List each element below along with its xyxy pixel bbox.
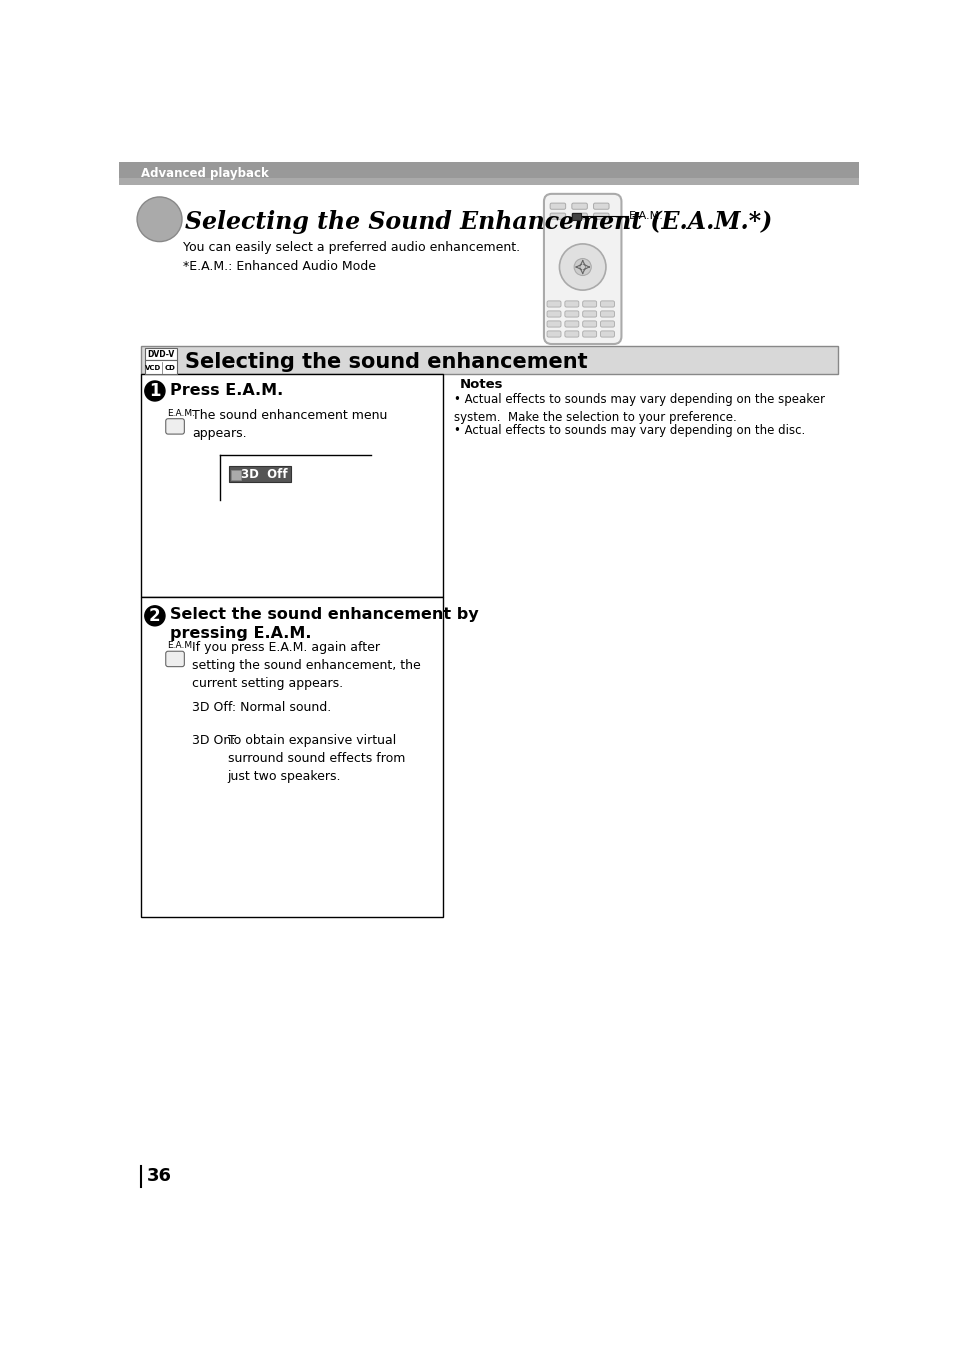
Circle shape xyxy=(558,244,605,291)
FancyBboxPatch shape xyxy=(546,311,560,318)
Ellipse shape xyxy=(137,197,182,241)
Text: Select the sound enhancement by
pressing E.A.M.: Select the sound enhancement by pressing… xyxy=(170,607,477,642)
Text: The sound enhancement menu
appears.: The sound enhancement menu appears. xyxy=(192,409,387,440)
Text: 3D Off: Normal sound.: 3D Off: Normal sound. xyxy=(192,701,331,715)
Bar xyxy=(141,598,443,917)
FancyBboxPatch shape xyxy=(543,194,620,345)
Text: 1: 1 xyxy=(149,382,160,400)
FancyBboxPatch shape xyxy=(593,203,608,209)
Text: Advanced playback: Advanced playback xyxy=(141,167,269,180)
FancyBboxPatch shape xyxy=(582,331,596,336)
Bar xyxy=(571,213,580,219)
FancyBboxPatch shape xyxy=(582,320,596,327)
Text: To obtain expansive virtual
surround sound effects from
just two speakers.: To obtain expansive virtual surround sou… xyxy=(228,735,405,783)
Text: • Actual effects to sounds may vary depending on the speaker
system.  Make the s: • Actual effects to sounds may vary depe… xyxy=(454,393,824,424)
Text: VCD: VCD xyxy=(145,365,161,371)
Text: CD: CD xyxy=(164,365,175,371)
Circle shape xyxy=(574,258,591,276)
Text: 3D On:: 3D On: xyxy=(192,735,235,747)
FancyBboxPatch shape xyxy=(571,203,587,209)
FancyBboxPatch shape xyxy=(599,320,614,327)
FancyBboxPatch shape xyxy=(166,651,184,666)
Text: 36: 36 xyxy=(147,1167,172,1186)
FancyBboxPatch shape xyxy=(166,419,184,435)
Bar xyxy=(229,467,291,482)
FancyBboxPatch shape xyxy=(550,203,565,209)
Text: Notes: Notes xyxy=(459,378,503,390)
Text: E.A.M.: E.A.M. xyxy=(167,641,195,650)
FancyBboxPatch shape xyxy=(599,311,614,318)
Bar xyxy=(119,162,858,184)
Text: DVD-V: DVD-V xyxy=(148,350,174,358)
Text: • Actual effects to sounds may vary depending on the disc.: • Actual effects to sounds may vary depe… xyxy=(454,424,804,437)
Bar xyxy=(119,179,858,184)
FancyBboxPatch shape xyxy=(582,302,596,307)
FancyBboxPatch shape xyxy=(571,213,587,219)
FancyBboxPatch shape xyxy=(546,320,560,327)
Bar xyxy=(231,470,241,481)
FancyBboxPatch shape xyxy=(546,331,560,336)
Text: 3D  Off: 3D Off xyxy=(240,467,287,481)
Bar xyxy=(141,346,838,374)
FancyBboxPatch shape xyxy=(593,213,608,219)
Text: E.A.M.: E.A.M. xyxy=(167,409,195,417)
FancyBboxPatch shape xyxy=(550,213,565,219)
Bar xyxy=(141,374,443,598)
Circle shape xyxy=(145,606,165,626)
Text: You can easily select a preferred audio enhancement.: You can easily select a preferred audio … xyxy=(183,241,519,254)
FancyBboxPatch shape xyxy=(564,311,578,318)
Text: *E.A.M.: Enhanced Audio Mode: *E.A.M.: Enhanced Audio Mode xyxy=(183,260,375,273)
FancyBboxPatch shape xyxy=(564,320,578,327)
Text: Press E.A.M.: Press E.A.M. xyxy=(170,384,283,398)
Circle shape xyxy=(145,381,165,401)
FancyBboxPatch shape xyxy=(546,302,560,307)
Bar xyxy=(145,361,177,374)
FancyBboxPatch shape xyxy=(564,302,578,307)
FancyBboxPatch shape xyxy=(564,331,578,336)
Bar xyxy=(145,347,177,361)
Text: 2: 2 xyxy=(149,607,160,625)
FancyBboxPatch shape xyxy=(599,302,614,307)
Text: Selecting the Sound Enhancement (E.A.M.*): Selecting the Sound Enhancement (E.A.M.*… xyxy=(185,210,772,234)
Text: If you press E.A.M. again after
setting the sound enhancement, the
current setti: If you press E.A.M. again after setting … xyxy=(192,641,420,690)
FancyBboxPatch shape xyxy=(582,311,596,318)
FancyBboxPatch shape xyxy=(599,331,614,336)
Text: Selecting the sound enhancement: Selecting the sound enhancement xyxy=(185,351,587,371)
Text: E.A.M.: E.A.M. xyxy=(629,211,663,221)
